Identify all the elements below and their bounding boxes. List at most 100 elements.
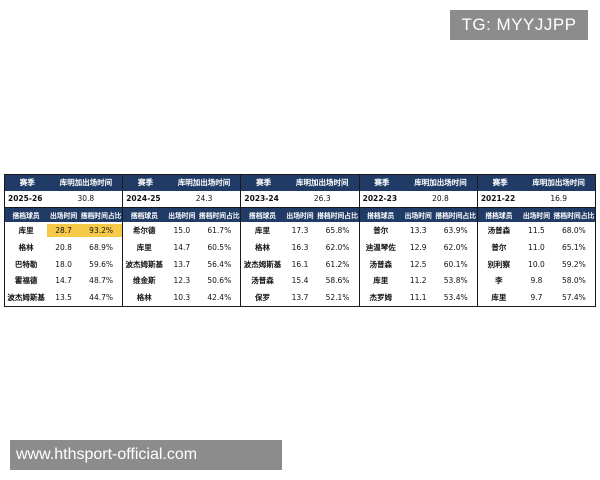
season-label: 2025-26 (8, 194, 43, 204)
table-row: 格林 10.3 42.4% (123, 289, 240, 306)
partner-share: 50.6% (207, 276, 232, 286)
season-label: 2024-25 (126, 194, 161, 204)
partner-share: 65.8% (325, 226, 350, 236)
partner-name: 库里 (373, 276, 389, 286)
partner-name: 希尔德 (133, 226, 156, 236)
partner-share: 63.9% (443, 226, 468, 236)
share-col-header: 搭档时间占比 (317, 211, 358, 220)
partner-minutes: 16.1 (291, 259, 309, 269)
partner-share: 59.6% (89, 259, 113, 269)
share-col-header: 搭档时间占比 (80, 211, 122, 220)
share-col-header: 搭档时间占比 (198, 211, 240, 220)
table-row: 库里 11.2 53.8% (360, 273, 477, 290)
season-label: 2021-22 (480, 194, 516, 204)
partner-share: 42.4% (207, 293, 232, 303)
minutes-tables: 赛季 库明加出场时间 2025-26 30.8 搭档球员 出场时间 搭档时间占比… (4, 174, 596, 307)
partner-minutes: 9.8 (530, 276, 543, 286)
column-header-row: 搭档球员 出场时间 搭档时间占比 (241, 207, 359, 223)
season-header: 赛季 (19, 178, 35, 188)
partner-minutes: 10.3 (173, 293, 191, 303)
table-row: 普尔 11.0 65.1% (478, 239, 595, 256)
season-row: 2021-22 16.9 (477, 191, 596, 208)
partner-minutes: 12.5 (409, 259, 427, 269)
partner-header: 搭档球员 (367, 211, 395, 220)
partner-minutes: 10.0 (528, 259, 545, 269)
share-col-header: 搭档时间占比 (435, 211, 477, 220)
partner-share: 44.7% (89, 293, 113, 303)
partner-name: 汤普森 (487, 226, 511, 236)
partner-share: 60.1% (443, 259, 468, 269)
minutes-header: 库明加出场时间 (296, 178, 349, 188)
partner-name: 维金斯 (133, 276, 156, 286)
season-panel: 赛季 库明加出场时间 2023-24 26.3 搭档球员 出场时间 搭档时间占比… (241, 175, 360, 306)
season-label: 2023-24 (244, 194, 279, 204)
partner-minutes: 14.7 (173, 242, 191, 252)
partner-name: 波杰姆斯基 (125, 259, 164, 269)
table-row: 库里 9.7 57.4% (478, 289, 595, 306)
panel-header: 赛季 库明加出场时间 (241, 175, 359, 191)
partner-name: 库里 (491, 293, 507, 303)
table-row: 维金斯 12.3 50.6% (123, 273, 240, 290)
minutes-col-header: 出场时间 (286, 211, 314, 220)
partner-share: 57.4% (561, 293, 586, 303)
minutes-header: 库明加出场时间 (59, 178, 113, 188)
season-row: 2024-25 24.3 (123, 191, 241, 208)
season-panel: 赛季 库明加出场时间 2021-22 16.9 搭档球员 出场时间 搭档时间占比… (477, 175, 596, 306)
partner-minutes: 17.3 (291, 226, 309, 236)
partner-minutes: 13.5 (55, 293, 72, 303)
partner-name: 格林 (18, 242, 34, 252)
table-row: 汤普森 15.4 58.6% (241, 273, 358, 290)
table-row: 库里 14.7 60.5% (123, 239, 240, 256)
partner-name: 普尔 (491, 242, 507, 252)
partner-share: 53.4% (443, 293, 468, 303)
season-header: 赛季 (137, 178, 153, 188)
minutes-header: 库明加出场时间 (532, 178, 585, 188)
table-row: 别利察 10.0 59.2% (478, 256, 595, 273)
partner-minutes: 11.0 (528, 242, 545, 252)
partner-name: 李 (495, 276, 503, 286)
partner-header: 搭档球员 (248, 211, 277, 220)
table-row: 保罗 13.7 52.1% (241, 289, 358, 306)
partner-name: 库里 (136, 242, 152, 252)
share-col-header: 搭档时间占比 (553, 211, 595, 220)
partner-minutes: 9.7 (530, 293, 543, 303)
partner-minutes: 14.7 (55, 276, 72, 286)
partner-name: 汤普森 (369, 259, 392, 269)
table-row: 波杰姆斯基 13.5 44.7% (5, 289, 122, 306)
partner-header: 搭档球员 (12, 211, 40, 220)
minutes-header: 库明加出场时间 (177, 178, 231, 188)
partner-minutes: 15.4 (291, 276, 309, 286)
table-row: 格林 16.3 62.0% (241, 239, 358, 256)
table-row: 杰罗姆 11.1 53.4% (360, 289, 477, 306)
partner-share: 52.1% (325, 293, 350, 303)
partner-minutes: 18.0 (55, 259, 72, 269)
partner-header: 搭档球员 (485, 211, 513, 220)
partner-share: 60.5% (207, 242, 232, 252)
table-row: 李 9.8 58.0% (478, 273, 595, 290)
partner-share: 61.7% (207, 226, 232, 236)
minutes-col-header: 出场时间 (50, 211, 78, 220)
partner-minutes: 16.3 (291, 242, 309, 252)
partner-share: 53.8% (443, 276, 468, 286)
partner-name: 别利察 (487, 259, 511, 269)
table-row: 波杰姆斯基 16.1 61.2% (241, 256, 358, 273)
season-panel: 赛季 库明加出场时间 2024-25 24.3 搭档球员 出场时间 搭档时间占比… (123, 175, 242, 306)
minutes-col-header: 出场时间 (404, 211, 432, 220)
panel-header: 赛季 库明加出场时间 (359, 175, 477, 191)
partner-name: 迪温琴佐 (365, 242, 396, 252)
partner-minutes: 12.3 (173, 276, 191, 286)
partner-name: 保罗 (255, 293, 270, 303)
table-row: 巴特勒 18.0 59.6% (5, 256, 122, 273)
partner-name: 巴特勒 (14, 259, 38, 269)
partner-share: 59.2% (561, 259, 586, 269)
season-total: 24.3 (195, 194, 213, 204)
partner-minutes: 13.7 (173, 259, 191, 269)
table-row: 波杰姆斯基 13.7 56.4% (123, 256, 240, 273)
partner-share: 68.0% (561, 226, 586, 236)
minutes-col-header: 出场时间 (522, 211, 550, 220)
watermark-url[interactable]: www.hthsport-official.com (10, 440, 282, 470)
table-row: 霍福德 14.7 48.7% (5, 273, 122, 290)
partner-name: 格林 (255, 242, 270, 252)
season-header: 赛季 (256, 178, 272, 188)
panel-header: 赛季 库明加出场时间 (477, 175, 596, 191)
